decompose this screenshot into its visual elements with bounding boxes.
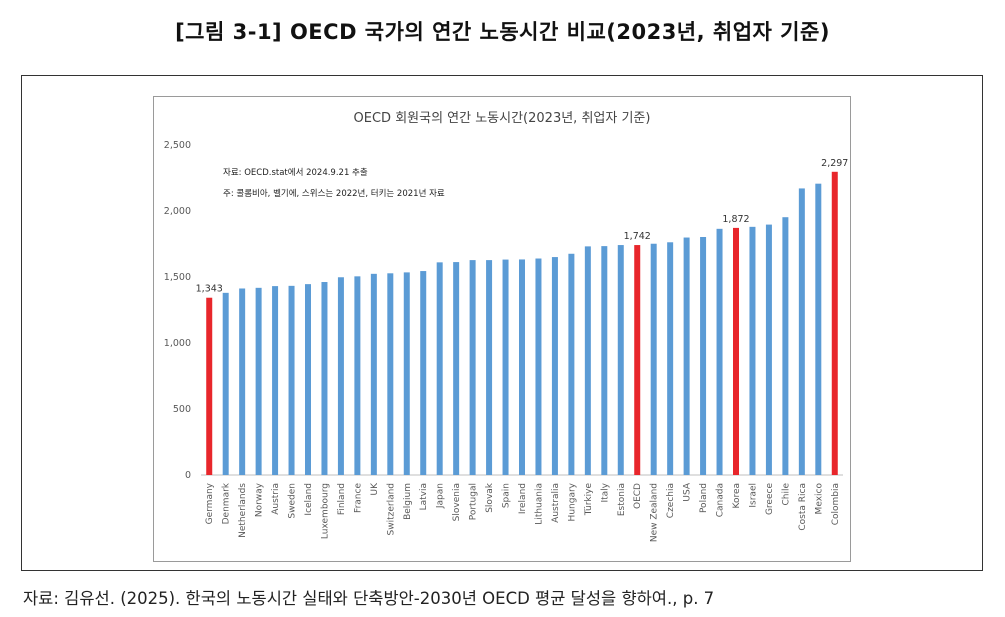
x-tick-label: Austria [271, 483, 281, 515]
x-tick-label: Estonia [617, 483, 627, 516]
bar-hungary [568, 253, 575, 475]
bar-france [354, 276, 361, 475]
bar-usa [683, 237, 690, 475]
bar-new-zealand [650, 243, 657, 475]
data-label: 1,742 [624, 231, 651, 242]
data-label: 2,297 [821, 158, 848, 169]
x-tick-label: Iceland [304, 483, 314, 516]
y-tick-label: 1,500 [164, 272, 191, 283]
x-tick-label: Denmark [222, 482, 232, 524]
x-tick-label: Japan [436, 483, 446, 509]
x-tick-label: Norway [255, 482, 265, 517]
x-tick-label: Italy [600, 482, 610, 502]
x-tick-label: Finland [337, 483, 347, 515]
bar-slovenia [453, 262, 460, 475]
bar-israel [749, 226, 756, 475]
x-tick-label: UK [370, 482, 380, 496]
x-tick-label: Costa Rica [798, 483, 808, 531]
bar-costa-rica [798, 188, 805, 476]
bar-uk [370, 273, 377, 475]
bar-australia [551, 257, 558, 475]
x-tick-label: Slovak [485, 482, 495, 513]
y-tick-label: 2,000 [164, 206, 191, 217]
bar-finland [337, 277, 344, 475]
x-tick-label: Canada [716, 483, 726, 517]
x-tick-label: Portugal [469, 483, 479, 520]
bar-germany [206, 297, 213, 475]
bar-luxembourg [321, 282, 328, 475]
x-tick-label: Latvia [419, 483, 429, 510]
x-tick-label: Netherlands [238, 483, 248, 538]
data-label: 1,872 [722, 214, 749, 225]
x-tick-label: Korea [732, 483, 742, 509]
bar-oecd [634, 245, 641, 475]
x-tick-label: Belgium [403, 483, 413, 520]
bar-iceland [305, 284, 311, 475]
figure-frame [21, 75, 983, 571]
x-tick-label: Luxembourg [320, 483, 330, 539]
bar-greece [765, 224, 772, 475]
x-tick-label: Spain [502, 483, 512, 508]
y-tick-label: 1,000 [164, 338, 191, 349]
bar-denmark [222, 292, 229, 475]
x-tick-label: Colombia [831, 483, 841, 525]
bar-chile [782, 217, 789, 476]
bar-mexico [815, 183, 822, 475]
x-tick-label: Australia [551, 483, 561, 523]
bar-slovak [486, 260, 493, 475]
chart-note-source: 자료: OECD.stat에서 2024.9.21 추출 [223, 168, 368, 178]
bar-japan [436, 262, 443, 475]
bar-switzerland [387, 273, 394, 475]
bar-netherlands [239, 288, 246, 475]
x-tick-label: Czechia [666, 483, 676, 518]
bar-canada [716, 228, 723, 475]
y-tick-label: 500 [173, 404, 191, 415]
x-tick-label: Hungary [567, 482, 577, 521]
x-tick-label: Germany [205, 482, 215, 524]
x-tick-label: Greece [765, 483, 775, 515]
bar-colombia [831, 171, 838, 475]
bar-poland [700, 237, 707, 475]
x-tick-label: Türkiye [584, 483, 594, 517]
bar-estonia [617, 245, 624, 475]
x-tick-label: France [353, 483, 363, 513]
x-tick-label: Lithuania [534, 483, 544, 525]
bar-czechia [667, 242, 674, 475]
bar-korea [733, 227, 739, 475]
figure-title: [그림 3-1] OECD 국가의 연간 노동시간 비교(2023년, 취업자 … [175, 20, 830, 44]
bar-latvia [420, 271, 427, 475]
x-tick-label: Chile [781, 483, 791, 506]
x-tick-label: USA [683, 482, 693, 501]
bar-italy [601, 246, 608, 475]
chart-area [153, 96, 851, 562]
bar-portugal [469, 260, 476, 475]
chart-note-years: 주: 콜롬비아, 벨기에, 스위스는 2022년, 터키는 2021년 자료 [223, 189, 445, 199]
data-label: 1,343 [196, 284, 223, 295]
bar-belgium [403, 272, 410, 475]
x-tick-label: Ireland [518, 483, 528, 514]
x-tick-label: Poland [699, 483, 709, 513]
chart-title: OECD 회원국의 연간 노동시간(2023년, 취업자 기준) [353, 111, 651, 126]
bar-lithuania [535, 258, 542, 475]
x-tick-label: New Zealand [650, 483, 660, 542]
x-tick-label: Slovenia [452, 483, 462, 521]
bar-t-rkiye [584, 246, 591, 475]
x-tick-label: Israel [748, 483, 758, 508]
y-tick-label: 0 [185, 470, 191, 481]
bar-spain [502, 259, 509, 475]
y-tick-label: 2,500 [164, 140, 191, 151]
x-tick-label: OECD [633, 483, 643, 509]
x-tick-label: Switzerland [386, 483, 396, 536]
bar-norway [255, 287, 262, 475]
bar-ireland [519, 259, 525, 475]
source-citation: 자료: 김유선. (2025). 한국의 노동시간 실태와 단축방안-2030년… [23, 589, 715, 608]
bar-sweden [288, 285, 295, 475]
x-tick-label: Sweden [288, 483, 298, 519]
x-tick-label: Mexico [814, 483, 824, 515]
bar-austria [272, 286, 279, 475]
